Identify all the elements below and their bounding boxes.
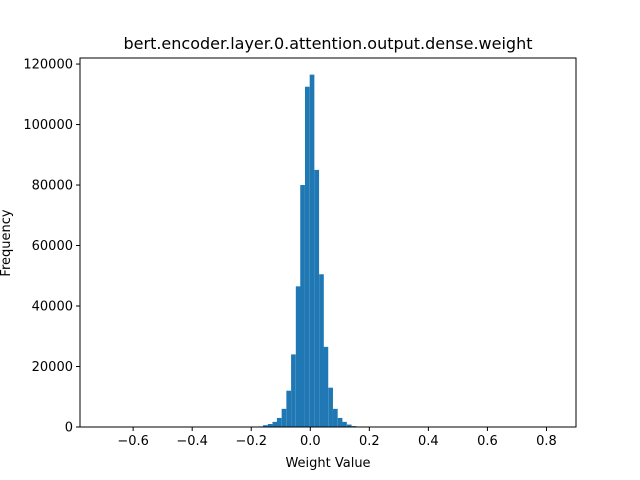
histogram-bar xyxy=(281,408,287,427)
x-tick-label: 0.6 xyxy=(477,434,498,449)
histogram-bar xyxy=(314,169,320,427)
histogram-bar xyxy=(304,86,310,427)
histogram-bar xyxy=(272,421,278,427)
y-axis-label: Frequency xyxy=(0,209,14,276)
histogram-bar xyxy=(337,417,343,427)
histogram-bar xyxy=(342,421,347,427)
y-tick-label: 60000 xyxy=(32,239,73,254)
y-tick-label: 20000 xyxy=(32,360,73,375)
y-tick-label: 100000 xyxy=(23,118,73,133)
histogram-bar xyxy=(276,417,282,427)
histogram-bar xyxy=(333,408,338,427)
x-tick-label: 0.8 xyxy=(536,434,557,449)
histogram-bar xyxy=(309,74,315,427)
y-tick-label: 40000 xyxy=(32,300,73,315)
histogram-bar xyxy=(300,185,305,427)
x-axis: −0.6 −0.4 −0.2 0.0 0.2 0.4 0.6 0.8 xyxy=(117,427,557,449)
y-tick-label: 120000 xyxy=(23,58,73,73)
x-tick-label: 0.2 xyxy=(359,434,380,449)
histogram-bar xyxy=(267,423,273,427)
x-axis-label: Weight Value xyxy=(285,456,370,471)
x-tick-label: −0.4 xyxy=(176,434,208,449)
x-tick-label: −0.2 xyxy=(235,434,267,449)
histogram-bar xyxy=(286,390,292,427)
histogram-bar xyxy=(263,425,268,427)
histogram-bar xyxy=(319,274,324,427)
y-axis: 0 20000 40000 60000 80000 100000 120000 xyxy=(23,58,80,436)
bars-group xyxy=(258,74,357,427)
chart-title: bert.encoder.layer.0.attention.output.de… xyxy=(123,34,532,53)
plot-frame xyxy=(79,57,577,428)
histogram-bar xyxy=(328,387,333,427)
histogram-bar xyxy=(323,346,329,427)
histogram-bar xyxy=(291,354,296,427)
histogram-bar xyxy=(346,424,352,427)
histogram-bar xyxy=(295,286,301,427)
x-tick-label: −0.6 xyxy=(117,434,149,449)
y-tick-label: 0 xyxy=(65,421,73,436)
x-tick-label: 0.0 xyxy=(300,434,321,449)
x-tick-label: 0.4 xyxy=(418,434,439,449)
y-tick-label: 80000 xyxy=(32,179,73,194)
